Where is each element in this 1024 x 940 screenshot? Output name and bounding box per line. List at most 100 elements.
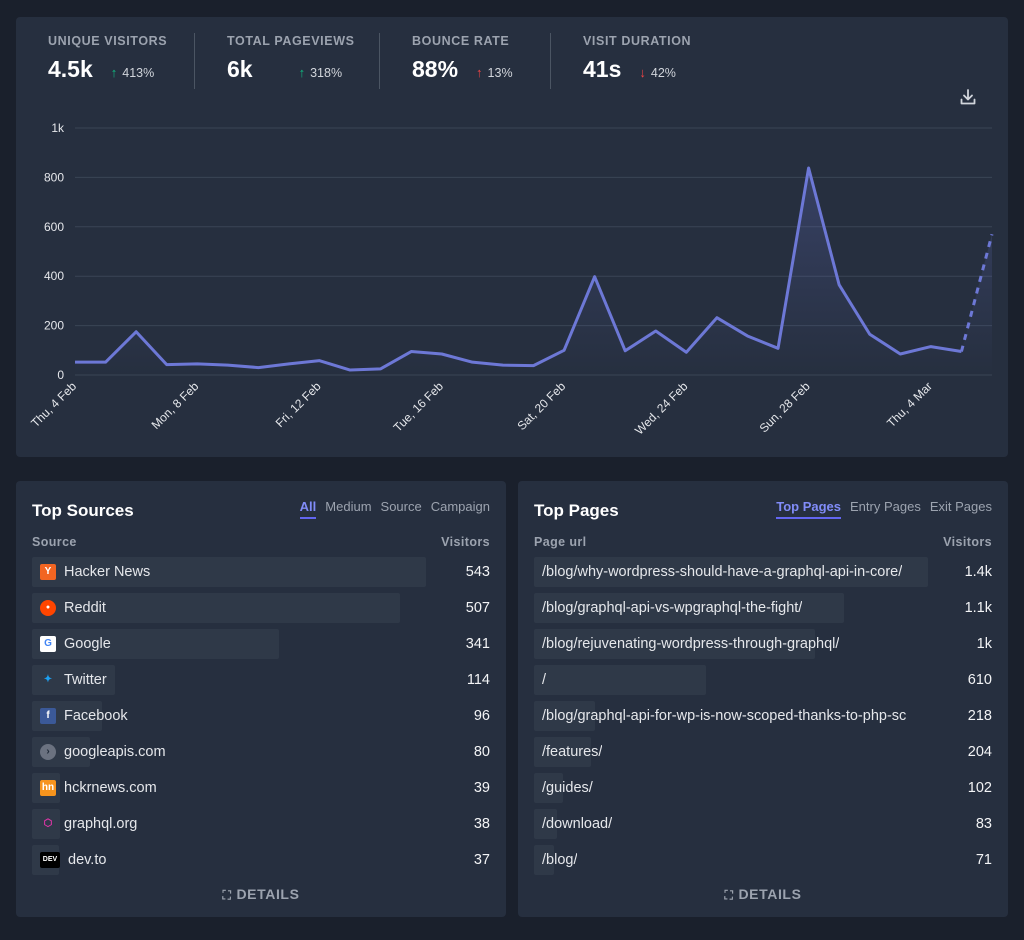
list-item-text: /guides/ [542, 780, 593, 796]
top-sources-card: Top Sources All Medium Source Campaign S… [16, 481, 506, 917]
data-point[interactable] [532, 364, 536, 368]
x-tick-label: Wed, 24 Feb [632, 379, 691, 438]
data-point[interactable] [409, 350, 413, 354]
data-point[interactable] [165, 363, 169, 367]
stat-divider [379, 33, 380, 89]
list-item-text: /blog/graphql-api-for-wp-is-now-scoped-t… [542, 708, 907, 724]
data-point[interactable] [837, 283, 841, 287]
list-item-text: Hacker News [64, 564, 151, 580]
data-point[interactable] [256, 366, 260, 370]
globe-icon: › [40, 744, 56, 760]
data-point[interactable] [318, 359, 322, 363]
stat-value: 4.5k [48, 56, 93, 82]
data-point[interactable] [715, 316, 719, 320]
data-point[interactable] [623, 349, 627, 353]
tab-source[interactable]: Source [380, 499, 422, 514]
data-point[interactable] [104, 360, 108, 364]
list-item-text: Reddit [64, 600, 106, 616]
list-item[interactable]: › googleapis.com 80 [32, 737, 490, 767]
tab-all[interactable]: All [299, 499, 317, 519]
data-point[interactable] [868, 332, 872, 336]
data-point[interactable] [593, 275, 597, 279]
area-fill [75, 168, 992, 375]
hckrnews-icon: hn [40, 780, 56, 796]
list-item[interactable]: hn hckrnews.com 39 [32, 773, 490, 803]
stat-bounce-rate[interactable]: BOUNCE RATE 88% ↑ 13% [412, 34, 513, 83]
list-item[interactable]: ⬡ graphql.org 38 [32, 809, 490, 839]
tab-entry-pages[interactable]: Entry Pages [850, 499, 921, 514]
list-item[interactable]: /blog/71 [534, 845, 992, 875]
x-tick-label: Fri, 12 Feb [273, 379, 324, 430]
data-point[interactable] [226, 363, 230, 367]
list-item-label: ✦ Twitter [40, 665, 107, 695]
stat-divider [194, 33, 195, 89]
data-point[interactable] [440, 352, 444, 356]
details-button[interactable]: ⛶ DETAILS [222, 886, 300, 902]
y-tick-label: 1k [51, 121, 65, 135]
data-point[interactable] [929, 345, 933, 349]
list-item-label: /features/ [542, 737, 602, 767]
stat-total-pageviews[interactable]: TOTAL PAGEVIEWS 6k ↑ 318% [227, 34, 355, 83]
data-point[interactable] [990, 232, 994, 236]
list-item[interactable]: /blog/rejuvenating-wordpress-through-gra… [534, 629, 992, 659]
data-point[interactable] [684, 350, 688, 354]
list-item-label: /blog/ [542, 845, 577, 875]
list-item[interactable]: ● Reddit 507 [32, 593, 490, 623]
pages-list: /blog/why-wordpress-should-have-a-graphq… [534, 557, 992, 881]
tab-campaign[interactable]: Campaign [430, 499, 490, 514]
list-item[interactable]: / 610 [534, 665, 992, 695]
stat-unique-visitors[interactable]: UNIQUE VISITORS 4.5k ↑ 413% [48, 34, 167, 83]
twitter-icon: ✦ [43, 674, 53, 685]
download-icon[interactable] [959, 88, 977, 106]
data-point[interactable] [562, 348, 566, 352]
data-point[interactable] [745, 334, 749, 338]
stat-change: ↓ 42% [639, 65, 676, 80]
y-tick-label: 200 [44, 319, 64, 333]
data-point[interactable] [776, 346, 780, 350]
list-item[interactable]: /guides/102 [534, 773, 992, 803]
list-item[interactable]: /blog/why-wordpress-should-have-a-graphq… [534, 557, 992, 587]
pages-tabs: Top Pages Entry Pages Exit Pages [776, 499, 992, 519]
list-item[interactable]: G Google 341 [32, 629, 490, 659]
list-item[interactable]: f Facebook 96 [32, 701, 490, 731]
devto-icon: DEV [40, 852, 60, 868]
data-point[interactable] [73, 360, 77, 364]
list-item[interactable]: Y Hacker News 543 [32, 557, 490, 587]
data-point[interactable] [654, 329, 658, 333]
data-point[interactable] [501, 363, 505, 367]
data-point[interactable] [470, 360, 474, 364]
data-point[interactable] [379, 367, 383, 371]
stat-visit-duration[interactable]: VISIT DURATION 41s ↓ 42% [583, 34, 691, 83]
y-tick-label: 600 [44, 220, 64, 234]
list-item[interactable]: /blog/graphql-api-vs-wpgraphql-the-fight… [534, 593, 992, 623]
visitor-share-bar [32, 809, 60, 839]
list-item-label: Y Hacker News [40, 557, 150, 587]
arrow-down-icon: ↓ [639, 65, 646, 80]
data-point[interactable] [898, 352, 902, 356]
data-point[interactable] [134, 330, 138, 334]
x-tick-label: Thu, 4 Mar [884, 379, 935, 430]
list-item[interactable]: /download/83 [534, 809, 992, 839]
list-item-text: graphql.org [64, 816, 138, 832]
x-tick-label: Sun, 28 Feb [757, 379, 813, 435]
list-item-label: › googleapis.com [40, 737, 166, 767]
tab-top-pages[interactable]: Top Pages [776, 499, 842, 519]
list-item[interactable]: ✦ Twitter 114 [32, 665, 490, 695]
column-header-source: Source [32, 535, 77, 549]
stat-change: ↑ 413% [110, 65, 155, 80]
data-point[interactable] [959, 350, 963, 354]
list-item[interactable]: /features/204 [534, 737, 992, 767]
tab-exit-pages[interactable]: Exit Pages [929, 499, 992, 514]
list-item-text: dev.to [68, 852, 107, 868]
list-item-value: 610 [967, 672, 992, 688]
list-item-text: Facebook [64, 708, 128, 724]
list-item[interactable]: DEV dev.to 37 [32, 845, 490, 875]
details-button[interactable]: ⛶ DETAILS [724, 886, 802, 902]
data-point[interactable] [807, 166, 811, 170]
list-item[interactable]: /blog/graphql-api-for-wp-is-now-scoped-t… [534, 701, 992, 731]
data-point[interactable] [348, 368, 352, 372]
tab-medium[interactable]: Medium [325, 499, 372, 514]
data-point[interactable] [195, 362, 199, 366]
y-tick-label: 0 [57, 368, 64, 382]
data-point[interactable] [287, 362, 291, 366]
